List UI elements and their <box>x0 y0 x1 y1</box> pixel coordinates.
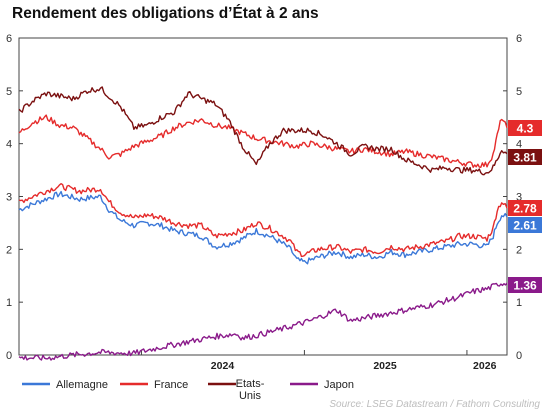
y-tick-label-left: 4 <box>6 139 12 151</box>
y-tick-label-right: 6 <box>516 33 522 45</box>
y-tick-label-left: 1 <box>6 297 12 309</box>
end-value-label: 2.61 <box>513 219 537 233</box>
legend-label: Allemagne <box>56 379 108 391</box>
legend-label: France <box>154 379 188 391</box>
end-value-label: 1.36 <box>513 279 537 293</box>
y-tick-label-right: 5 <box>516 86 522 98</box>
end-value-label: 2.78 <box>513 202 537 216</box>
end-value-box <box>508 217 542 233</box>
y-tick-label-left: 0 <box>6 350 12 362</box>
y-tick-label-right: 4 <box>516 139 522 151</box>
series-line-france-upper <box>18 114 508 168</box>
series-line-allemagne <box>18 190 508 265</box>
series-line-etatsunis <box>18 86 508 176</box>
series-line-france <box>18 183 508 258</box>
y-tick-label-right: 3 <box>516 192 522 204</box>
y-tick-label-right: 2 <box>516 244 522 256</box>
legend-label: Unis <box>239 390 262 402</box>
x-tick-label: 2025 <box>373 360 397 372</box>
end-value-box <box>508 149 542 165</box>
x-tick-label: 2026 <box>473 360 497 372</box>
end-value-box <box>508 120 542 136</box>
chart-title: Rendement des obligations d’État à 2 ans <box>12 5 319 22</box>
y-tick-label-right: 0 <box>516 350 522 362</box>
y-tick-label-left: 2 <box>6 244 12 256</box>
y-tick-label-left: 5 <box>6 86 12 98</box>
end-value-label: 4.3 <box>517 122 534 136</box>
series-line-japon <box>18 282 508 361</box>
x-tick-label: 2024 <box>211 360 235 372</box>
end-value-label: 3.81 <box>513 151 537 165</box>
legend-label: Japon <box>324 379 354 391</box>
end-value-box <box>508 200 542 216</box>
y-tick-label-right: 1 <box>516 297 522 309</box>
chart-source: Source: LSEG Datastream / Fathom Consult… <box>329 399 540 410</box>
y-tick-label-left: 3 <box>6 192 12 204</box>
y-tick-label-left: 6 <box>6 33 12 45</box>
end-value-box <box>508 277 542 293</box>
legend-label: Etats- <box>236 378 265 390</box>
